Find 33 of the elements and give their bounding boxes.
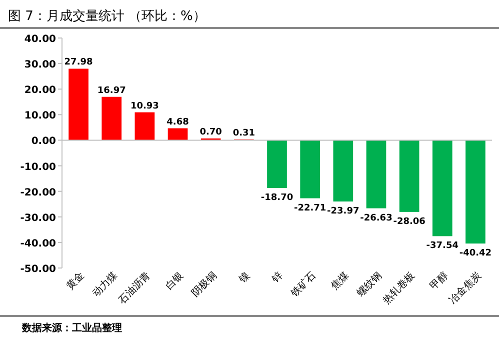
y-tick-label: -10.00	[20, 162, 56, 173]
y-tick-label: 20.00	[24, 85, 56, 96]
x-tick-label: 阴极铜	[189, 270, 219, 300]
y-tick-label: -20.00	[20, 187, 56, 198]
x-tick-label: 白银	[163, 270, 186, 292]
y-tick-label: -50.00	[20, 264, 56, 275]
data-label: 4.68	[166, 117, 189, 128]
source-note: 数据来源：工业品整理	[21, 322, 122, 334]
y-tick-label: -30.00	[20, 212, 56, 224]
data-label: 10.93	[130, 101, 159, 112]
data-label: -28.06	[393, 216, 426, 227]
y-tick-label: 10.00	[24, 110, 56, 122]
x-tick-label: 焦煤	[328, 270, 352, 292]
data-label: 0.31	[232, 128, 256, 138]
data-label: -22.71	[294, 203, 326, 214]
x-tick-label: 石油沥青	[116, 270, 153, 306]
data-label: -37.54	[426, 241, 458, 252]
x-tick-label: 锌	[268, 270, 286, 286]
y-tick-label: -40.00	[20, 238, 56, 250]
x-tick-label: 铁矿石	[288, 270, 318, 300]
data-label: 27.98	[64, 58, 93, 68]
chart-title: 图 7：月成交量统计 （环比：%）	[8, 8, 206, 24]
y-tick-label: 40.00	[24, 34, 56, 45]
y-tick-label: 30.00	[24, 60, 56, 71]
data-label: -18.70	[260, 193, 294, 204]
data-label: -23.97	[327, 206, 360, 216]
x-tick-label: 镍	[236, 270, 252, 286]
data-label: -26.63	[360, 213, 392, 224]
x-tick-label: 黄金	[64, 270, 87, 292]
y-tick-label: 0.00	[31, 136, 56, 148]
data-label: 0.70	[200, 127, 222, 138]
data-label: 16.97	[97, 86, 126, 96]
data-label: -40.42	[459, 248, 492, 259]
